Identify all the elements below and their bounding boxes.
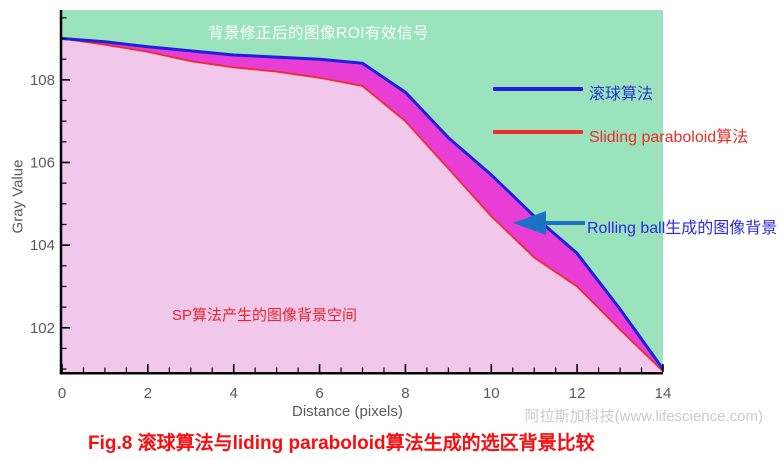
- x-tick-label: 2: [144, 385, 152, 402]
- legend-label-sliding-paraboloid: Sliding paraboloid算法: [589, 129, 749, 146]
- y-tick-label: 102: [30, 320, 55, 337]
- x-tick-label: 14: [655, 385, 672, 402]
- legend-label-rolling-ball: 滚球算法: [589, 86, 654, 103]
- rolling-ball-arrow-head: [513, 211, 546, 235]
- x-tick-label: 6: [315, 385, 323, 402]
- y-axis-label: Gray Value: [9, 159, 27, 234]
- rolling-ball-curve: [61, 37, 665, 370]
- plot-title: 背景修正后的图像ROI有效信号: [208, 25, 430, 42]
- figure-caption: Fig.8 滚球算法与liding paraboloid算法生成的选区背景比较: [88, 433, 595, 454]
- sliding-paraboloid-curve: [61, 37, 664, 372]
- x-tick-label: 0: [58, 385, 66, 402]
- y-tick-label: 104: [30, 237, 55, 254]
- x-axis-label: Distance (pixels): [292, 403, 403, 420]
- legend-line-rolling-ball: [493, 87, 583, 91]
- sp-area-annotation: SP算法产生的图像背景空间: [172, 307, 358, 324]
- watermark: 阿拉斯加科技(www.lifescience.com): [524, 408, 763, 425]
- x-tick-label: 10: [483, 385, 500, 402]
- y-tick-label: 106: [30, 154, 55, 171]
- sp-background-area: [62, 38, 663, 372]
- y-tick-label: 108: [30, 72, 55, 89]
- rolling-ball-annotation: Rolling ball生成的图像背景: [587, 220, 778, 237]
- x-tick-label: 8: [401, 385, 409, 402]
- x-tick-label: 12: [569, 385, 586, 402]
- legend-line-sliding-paraboloid: [493, 130, 583, 134]
- x-tick-label: 4: [230, 385, 238, 402]
